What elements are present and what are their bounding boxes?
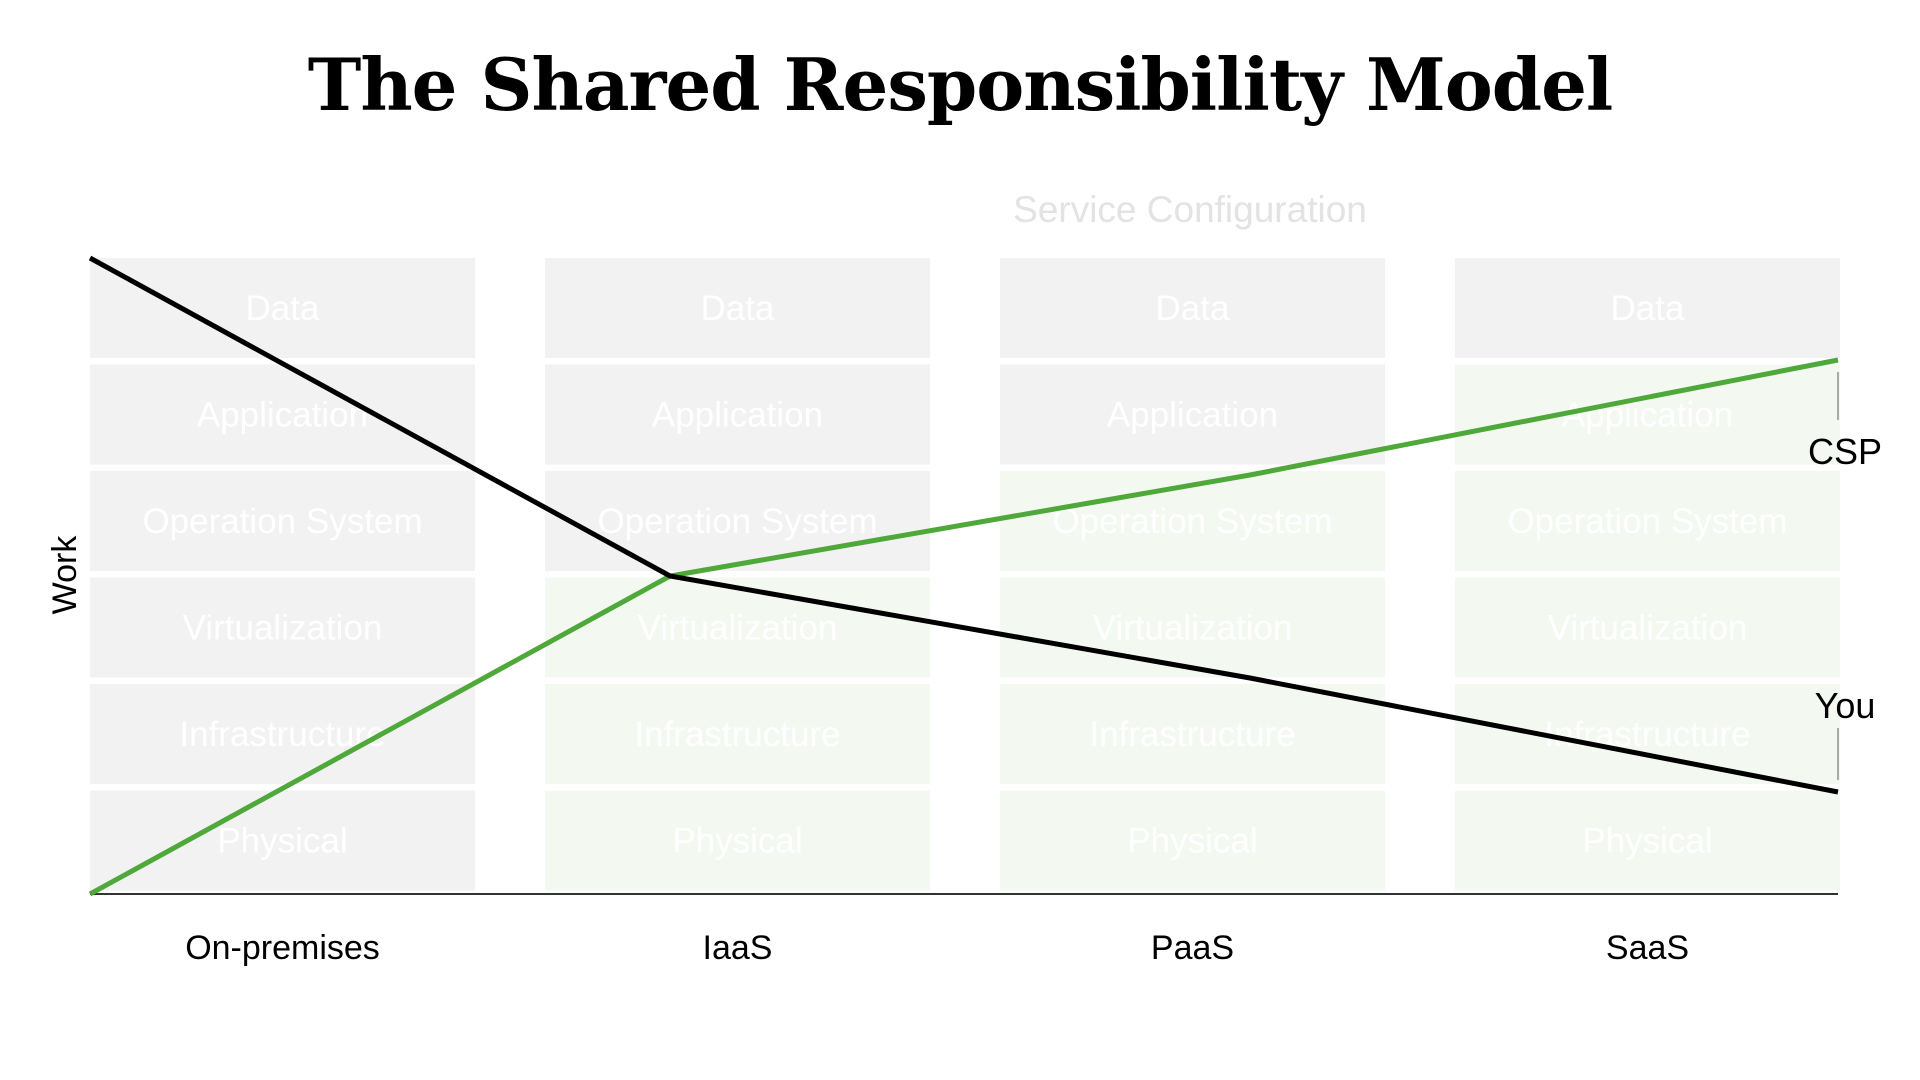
service-configuration-label: Service Configuration [1013, 189, 1367, 230]
layer-cell-label: Virtualization [1548, 609, 1748, 648]
layer-cell-label: Data [246, 289, 320, 328]
x-axis-label: PaaS [1151, 929, 1234, 967]
layer-cell: Virtualization [1455, 577, 1840, 678]
layer-cell-bg [1000, 577, 1385, 678]
layer-cell: Operation System [1455, 471, 1840, 571]
layer-cell: Virtualization [90, 577, 475, 678]
layer-cell-bg [1000, 364, 1385, 465]
layer-cell: Application [1000, 364, 1385, 465]
layer-cell-label: Operation System [597, 502, 877, 541]
csp-label: CSP [1808, 431, 1882, 472]
layer-cell-label: Physical [217, 822, 347, 861]
layer-cell: Application [545, 364, 930, 465]
layer-cell-label: Infrastructure [1089, 715, 1295, 754]
layer-cell-bg [545, 684, 930, 784]
layer-cell-bg [1455, 258, 1840, 358]
layer-cell-label: Application [197, 396, 368, 435]
layer-cell-label: Data [701, 289, 775, 328]
page-title: The Shared Responsibility Model [307, 42, 1614, 127]
layer-cell: Infrastructure [1455, 684, 1840, 784]
layer-cell: Data [545, 258, 930, 358]
layer-cell-label: Data [1611, 289, 1685, 328]
layer-cell-bg [1000, 684, 1385, 784]
layer-cell-bg [90, 577, 475, 678]
layer-cell: Infrastructure [545, 684, 930, 784]
layer-cell-bg [90, 471, 475, 571]
layer-cell: Physical [1000, 790, 1385, 891]
layer-cell: Physical [545, 790, 930, 891]
layer-cell-bg [1455, 364, 1840, 465]
layer-cell-label: Virtualization [183, 609, 383, 648]
you-line [88, 255, 1839, 795]
layer-cell-label: Data [1156, 289, 1230, 328]
layer-cell-bg [545, 364, 930, 465]
layer-cell: Data [1000, 258, 1385, 358]
layer-cell: Operation System [90, 471, 475, 571]
layer-cell-bg [1000, 471, 1385, 571]
layer-cell: Operation System [545, 471, 930, 571]
layer-cell-label: Application [1562, 396, 1733, 435]
layer-cell: Virtualization [545, 577, 930, 678]
layer-cell-bg [545, 790, 930, 891]
csp-line [88, 357, 1839, 897]
layer-cell-label: Infrastructure [634, 715, 840, 754]
layer-cell-bg [1000, 258, 1385, 358]
layer-cell-bg [90, 364, 475, 465]
layer-cell-label: Application [652, 396, 823, 435]
x-axis-label: IaaS [703, 929, 773, 967]
layer-cell-label: Operation System [1507, 502, 1787, 541]
layer-cell: Virtualization [1000, 577, 1385, 678]
you-label: You [1815, 685, 1876, 726]
layer-cell-bg [1455, 577, 1840, 678]
layer-cell-label: Virtualization [638, 609, 838, 648]
layer-cell-label: Virtualization [1093, 609, 1293, 648]
layer-grid: Data Application Operation System Virtualiz… [90, 258, 1840, 891]
layer-cell-bg [1455, 684, 1840, 784]
layer-cell-label: Application [1107, 396, 1278, 435]
layer-cell: Physical [1455, 790, 1840, 891]
layer-cell: Operation System [1000, 471, 1385, 571]
layer-cell: Application [1455, 364, 1840, 465]
layer-cell-label: Operation System [142, 502, 422, 541]
layer-cell-bg [90, 684, 475, 784]
layer-cell: Data [1455, 258, 1840, 358]
layer-cell-bg [90, 258, 475, 358]
layer-cell: Application [90, 364, 475, 465]
layer-cell: Physical [90, 790, 475, 891]
x-axis-label: On-premises [185, 929, 380, 967]
layer-cell: Data [90, 258, 475, 358]
layer-cell-label: Operation System [1052, 502, 1332, 541]
x-axis-label: SaaS [1606, 929, 1689, 967]
layer-cell: Infrastructure [90, 684, 475, 784]
layer-cell-bg [90, 790, 475, 891]
y-axis-label: Work [46, 535, 84, 615]
layer-cell-bg [1000, 790, 1385, 891]
x-axis-labels: On-premises IaaS PaaS SaaS [185, 929, 1689, 967]
layer-cell: Infrastructure [1000, 684, 1385, 784]
layer-cell-bg [545, 258, 930, 358]
layer-cell-bg [545, 471, 930, 571]
layer-cell-label: Physical [672, 822, 802, 861]
layer-cell-bg [1455, 471, 1840, 571]
layer-cell-label: Infrastructure [179, 715, 385, 754]
layer-cell-label: Physical [1127, 822, 1257, 861]
layer-cell-label: Physical [1582, 822, 1712, 861]
layer-cell-bg [1455, 790, 1840, 891]
layer-cell-bg [545, 577, 930, 678]
layer-cell-label: Infrastructure [1544, 715, 1750, 754]
